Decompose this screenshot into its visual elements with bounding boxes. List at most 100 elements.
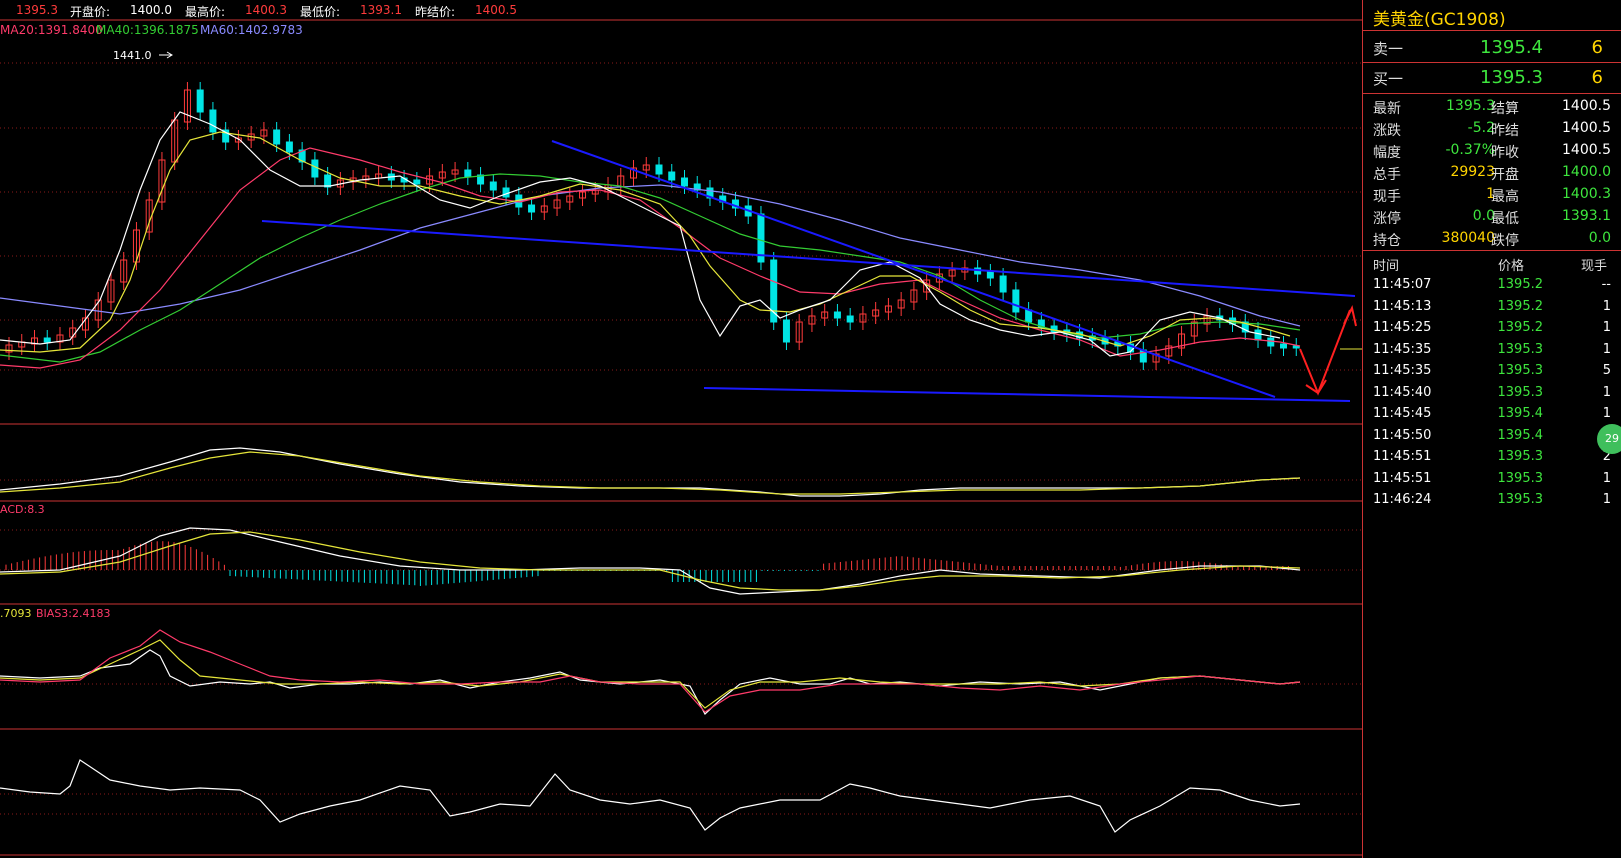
bid-label: 买一 — [1373, 70, 1404, 88]
tick-row[interactable]: 11:45:25 1395.2 1 — [1363, 317, 1621, 339]
stats-row: 幅度 -0.37% 昨收 1400.5 — [1363, 140, 1621, 162]
candle-body — [43, 337, 51, 343]
stat-value: 29923 — [1450, 164, 1495, 180]
candle-body — [528, 204, 536, 213]
tick-qty: 5 — [1602, 363, 1611, 378]
tick-row[interactable]: 11:45:35 1395.3 5 — [1363, 360, 1621, 382]
candle-body — [986, 271, 994, 279]
ticks-header: 时间 价格 现手 — [1363, 252, 1621, 274]
candle-body — [324, 174, 332, 188]
ask-price: 1395.4 — [1480, 37, 1543, 58]
stat-label: 最高 — [1491, 189, 1519, 205]
floating-badge[interactable]: 29 — [1597, 424, 1621, 454]
stat-value: 1400.3 — [1562, 186, 1611, 202]
tick-time: 11:45:40 — [1373, 384, 1432, 400]
bias2-line — [0, 639, 1301, 709]
ma40-legend: MA40:1396.1875 — [96, 23, 199, 37]
candle-body — [298, 149, 306, 163]
bias-label-1: .7093 — [0, 607, 32, 620]
candle-body — [183, 89, 191, 123]
tick-time: 11:45:35 — [1373, 341, 1432, 357]
candle-body — [795, 321, 803, 343]
tick-price: 1395.2 — [1497, 277, 1544, 292]
tick-qty: 1 — [1602, 470, 1611, 486]
candlestick-series — [5, 82, 1300, 370]
candle-body — [782, 319, 790, 343]
stat-label: 跌停 — [1491, 233, 1519, 249]
candle-body — [884, 305, 892, 313]
candle-body — [196, 89, 204, 113]
ask-label: 卖一 — [1373, 40, 1404, 58]
bidask-divider — [1363, 62, 1621, 63]
tick-row[interactable]: 11:45:07 1395.2 -- — [1363, 274, 1621, 296]
candle-body — [1280, 343, 1288, 349]
candle-body — [655, 164, 663, 175]
candle-body — [1292, 345, 1300, 349]
stat-value: 1 — [1486, 186, 1495, 202]
candle-body — [872, 309, 880, 317]
stat-label: 昨收 — [1491, 145, 1519, 161]
quote-panel: 美黄金(GC1908) 卖一 1395.4 6 买一 1395.3 6 最新 13… — [1362, 0, 1621, 858]
osc-line — [0, 759, 1301, 833]
ask-qty: 6 — [1591, 37, 1603, 58]
tick-price: 1395.4 — [1497, 406, 1544, 421]
tick-row[interactable]: 11:46:24 1395.3 1 — [1363, 489, 1621, 511]
tick-row[interactable]: 11:45:13 1395.2 1 — [1363, 296, 1621, 318]
tick-row[interactable]: 11:45:51 1395.3 2 — [1363, 446, 1621, 468]
arrow-head-up — [1343, 305, 1357, 327]
open-value: 1400.0 — [130, 3, 172, 17]
candle-body — [948, 269, 956, 277]
tick-time: 11:46:24 — [1373, 492, 1432, 507]
stat-value: 0.0 — [1472, 208, 1495, 224]
candle-body — [821, 311, 829, 319]
candle-body — [464, 169, 472, 178]
upper-trendline — [261, 220, 1356, 297]
last-price: 1395.3 — [16, 3, 58, 17]
tick-qty: 1 — [1602, 406, 1611, 421]
tick-row[interactable]: 11:45:40 1395.3 1 — [1363, 382, 1621, 404]
tick-price: 1395.3 — [1497, 492, 1544, 507]
kline-chart-area[interactable]: 1441.0 1395.3 开盘价: 1400.0 最高价: 1400.3 最低… — [0, 0, 1362, 858]
stat-label: 总手 — [1373, 167, 1401, 183]
bias3-line — [0, 629, 1301, 713]
candle-body — [999, 275, 1007, 293]
stat-value: 0.0 — [1588, 230, 1611, 246]
ticks-header-qty: 现手 — [1581, 259, 1608, 274]
candle-body — [1267, 337, 1275, 347]
tick-price: 1395.3 — [1497, 384, 1544, 400]
ask-row[interactable]: 卖一 1395.4 6 — [1363, 34, 1621, 62]
candle-body — [706, 187, 714, 199]
trendlines — [261, 140, 1356, 402]
candle-body — [630, 167, 638, 179]
candle-body — [209, 109, 217, 133]
macd-label: ACD:8.3 — [0, 503, 45, 516]
high-label: 最高价: — [185, 5, 226, 19]
low-value: 1393.1 — [360, 3, 402, 17]
candle-body — [234, 137, 242, 143]
lower-trendline — [703, 387, 1351, 402]
tick-price: 1395.2 — [1497, 298, 1544, 314]
candle-body — [1254, 329, 1262, 341]
open-label: 开盘价: — [70, 5, 111, 19]
candle-body — [897, 299, 905, 309]
bias-label-2: BIAS3:2.4183 — [36, 607, 111, 620]
tick-time: 11:45:35 — [1373, 363, 1432, 378]
bid-row[interactable]: 买一 1395.3 6 — [1363, 64, 1621, 92]
tick-row[interactable]: 11:45:51 1395.3 1 — [1363, 468, 1621, 490]
candle-body — [273, 129, 281, 145]
tick-row[interactable]: 11:45:35 1395.3 1 — [1363, 339, 1621, 361]
tick-row[interactable]: 11:45:45 1395.4 1 — [1363, 403, 1621, 425]
tick-qty: 1 — [1602, 384, 1611, 400]
stat-label: 涨停 — [1373, 211, 1401, 227]
stats-row: 最新 1395.3 结算 1400.5 — [1363, 96, 1621, 118]
tick-time: 11:45:51 — [1373, 470, 1432, 486]
stat-label: 现手 — [1373, 189, 1401, 205]
stat-label: 幅度 — [1373, 145, 1401, 161]
high-marker-label: 1441.0 — [113, 49, 152, 62]
candle-body — [502, 187, 510, 198]
chart-canvas[interactable]: 1441.0 — [0, 0, 1362, 858]
candle-body — [833, 311, 841, 319]
candle-body — [489, 181, 497, 191]
tick-qty: 2 — [1602, 449, 1611, 464]
